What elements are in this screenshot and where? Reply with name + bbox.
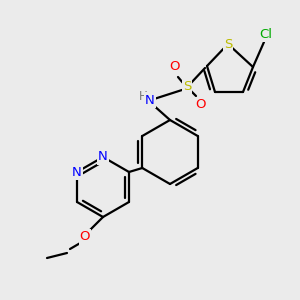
Text: O: O <box>195 98 205 112</box>
Text: S: S <box>224 38 232 50</box>
Text: Cl: Cl <box>260 28 272 40</box>
Text: O: O <box>80 230 90 244</box>
Text: N: N <box>98 151 108 164</box>
Text: H: H <box>139 91 147 103</box>
Text: S: S <box>183 80 191 94</box>
Text: O: O <box>169 61 179 74</box>
Text: N: N <box>145 94 155 106</box>
Text: N: N <box>72 166 82 178</box>
